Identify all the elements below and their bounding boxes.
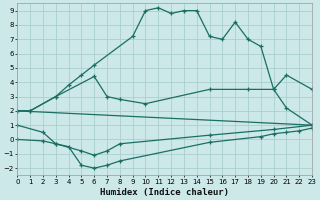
X-axis label: Humidex (Indice chaleur): Humidex (Indice chaleur) (100, 188, 229, 197)
